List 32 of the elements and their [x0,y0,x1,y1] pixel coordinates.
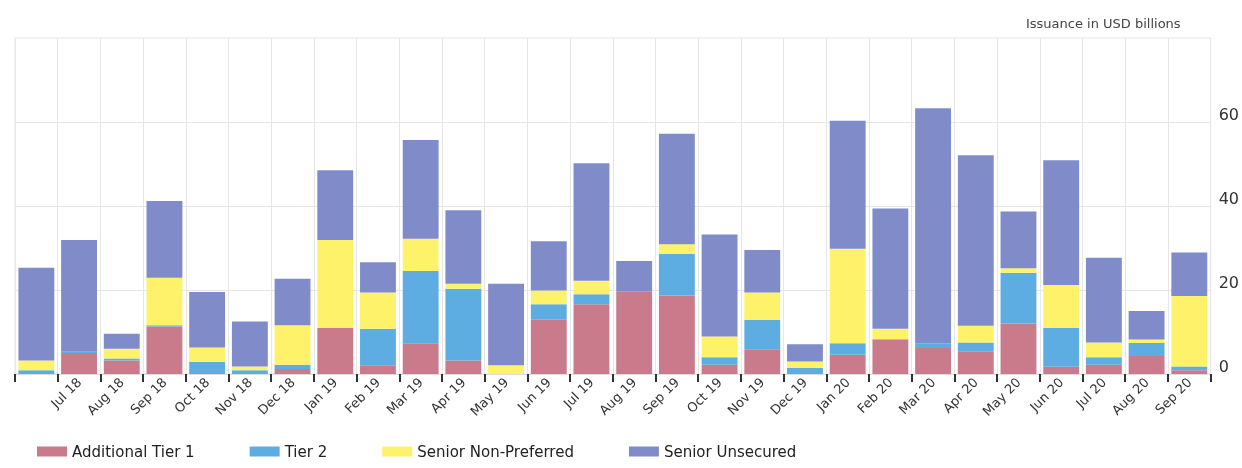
x-tick-label: Sep 20 [1152,374,1195,418]
x-tick-label: Jul 20 [1072,374,1110,412]
x-tick-label: Nov 18 [212,374,256,418]
legend-label: Senior Non-Preferred [417,442,574,461]
x-tick-label: Sep 19 [639,374,683,418]
x-tick-label: Jan 19 [300,374,341,415]
x-tick-label: Feb 20 [854,374,896,417]
legend-label: Tier 2 [283,442,328,461]
y-tick-label: 20 [1218,272,1239,292]
x-tick-label: Apr 20 [939,374,982,416]
y-tick-label: 40 [1218,188,1239,208]
y-tick-label: 60 [1218,104,1239,124]
x-tick-label: Sep 18 [127,374,170,418]
x-tick-label: Dec 19 [767,374,811,418]
y-axis-title: Issuance in USD billions [1025,16,1181,31]
x-tick-label: Mar 19 [383,374,426,418]
x-tick-label: Dec 18 [254,374,298,418]
y-tick-label: 0 [1218,356,1229,376]
x-tick-label: Jul 18 [47,374,85,412]
x-tick-label: Feb 19 [341,374,384,417]
x-tick-label: Nov 19 [724,374,768,418]
x-tick-label: Jun 20 [1026,374,1067,415]
legend-label: Additional Tier 1 [72,442,195,461]
x-tick-label: Jun 19 [513,374,555,415]
x-tick-label: Oct 19 [683,374,725,416]
x-tick-label: Aug 19 [596,374,640,418]
x-tick-label: Jul 19 [559,374,597,412]
x-tick-label: Jan 20 [812,374,853,415]
legend-label: Senior Unsecured [663,442,797,461]
x-tick-label: Oct 18 [171,374,213,416]
x-tick-label: Apr 19 [427,374,469,416]
x-tick-label: Mar 20 [895,374,939,418]
